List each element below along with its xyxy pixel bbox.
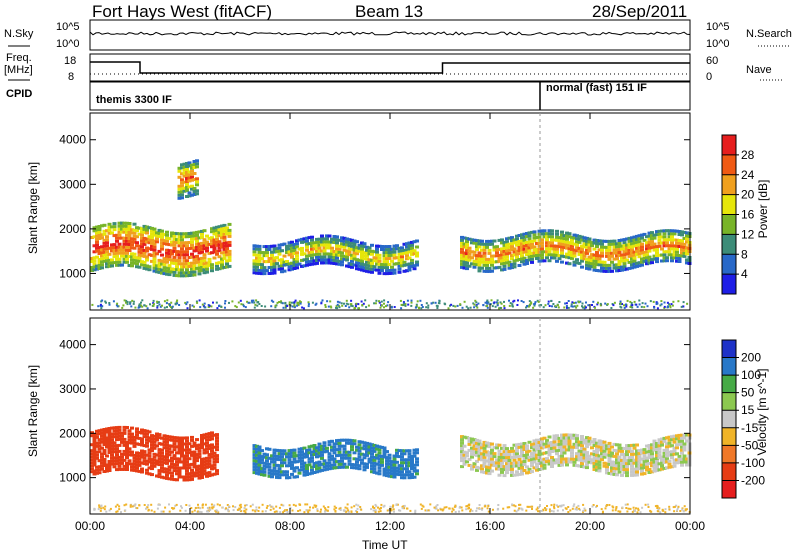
freq-unit: [MHz] <box>4 64 33 76</box>
beam-title: Beam 13 <box>355 2 424 21</box>
colorbar-tick-label: -50 <box>741 438 759 452</box>
colorbar-tick-label: 15 <box>741 403 755 417</box>
power-plot-frame <box>89 112 691 311</box>
x-tick-label: 00:00 <box>75 519 105 533</box>
colorbar-tick-label: 20 <box>741 188 755 202</box>
power-near-range-echoes <box>91 299 689 310</box>
cpid-segment-label: themis 3300 IF <box>96 94 172 106</box>
freq-label: Freq. <box>6 52 32 64</box>
colorbar-tick-label: 12 <box>741 227 755 241</box>
power-echo-region <box>252 234 419 276</box>
nsearch-label: N.Search <box>746 28 792 40</box>
nsky-tick-top: 10^5 <box>56 21 80 33</box>
power-heatmap <box>90 159 692 310</box>
y-tick-label: 4000 <box>59 338 86 352</box>
velocity-echo-region <box>460 433 692 478</box>
date-title: 28/Sep/2011 <box>592 2 688 21</box>
colorbar-tick-label: -200 <box>741 473 765 487</box>
velocity-plot-frame <box>89 317 691 515</box>
y-tick-label: 2000 <box>59 222 86 236</box>
nave-label: Nave <box>746 64 772 76</box>
colorbar-tick-label: 24 <box>741 168 755 182</box>
x-tick-label: 00:00 <box>675 519 705 533</box>
colorbar-tick-label: 50 <box>741 386 755 400</box>
colorbar-tick-label: -15 <box>741 421 759 435</box>
velocity-heatmap <box>90 425 692 514</box>
nsky-label: N.Sky <box>4 28 34 40</box>
velocity-echo-region <box>252 438 419 480</box>
velocity-colorbar-frame <box>721 339 737 499</box>
y-tick-label: 3000 <box>59 382 86 396</box>
power-colorbar <box>722 135 736 294</box>
freq-panel-frame <box>89 53 691 82</box>
cpid-segment-label: normal (fast) 151 IF <box>546 82 647 94</box>
freq-trace <box>90 61 690 74</box>
nsky-trace <box>89 30 691 47</box>
power-echo-region <box>177 159 199 200</box>
station-title: Fort Hays West (fitACF) <box>92 2 273 21</box>
nave-tick-bottom: 0 <box>706 71 713 83</box>
colorbar-tick-label: 4 <box>741 267 748 281</box>
x-tick-label: 20:00 <box>575 519 605 533</box>
colorbar-tick-label: 28 <box>741 148 755 162</box>
cpid-label: CPID <box>6 88 33 100</box>
velocity-near-range-echoes <box>93 503 691 514</box>
velocity-echo-region <box>90 425 219 482</box>
colorbar-tick-label: 16 <box>741 208 755 222</box>
colorbar-tick-label: 8 <box>741 247 748 261</box>
freq-tick-top: 18 <box>64 55 77 67</box>
nave-tick-top: 60 <box>706 55 719 67</box>
x-axis-label: Time UT <box>362 538 408 552</box>
y-tick-label: 1000 <box>59 266 86 280</box>
nsearch-tick-bottom: 10^0 <box>706 38 730 50</box>
colorbar-tick-label: 100 <box>741 368 761 382</box>
y-tick-label: 2000 <box>59 426 86 440</box>
velocity-colorbar <box>722 340 736 498</box>
x-tick-label: 08:00 <box>275 519 305 533</box>
power-echo-region <box>90 221 232 278</box>
power-echo-region <box>460 229 692 273</box>
x-tick-label: 04:00 <box>175 519 205 533</box>
freq-tick-bottom: 8 <box>68 71 75 83</box>
y-tick-label: 3000 <box>59 177 86 191</box>
colorbar-tick-label: 200 <box>741 351 761 365</box>
y-tick-label: 1000 <box>59 471 86 485</box>
nsky-tick-bottom: 10^0 <box>56 38 80 50</box>
x-tick-label: 12:00 <box>375 519 405 533</box>
colorbar-tick-label: -100 <box>741 456 765 470</box>
cpid-panel-frame <box>89 81 691 111</box>
x-tick-label: 16:00 <box>475 519 505 533</box>
y-tick-label: 4000 <box>59 133 86 147</box>
nsearch-tick-top: 10^5 <box>706 21 730 33</box>
